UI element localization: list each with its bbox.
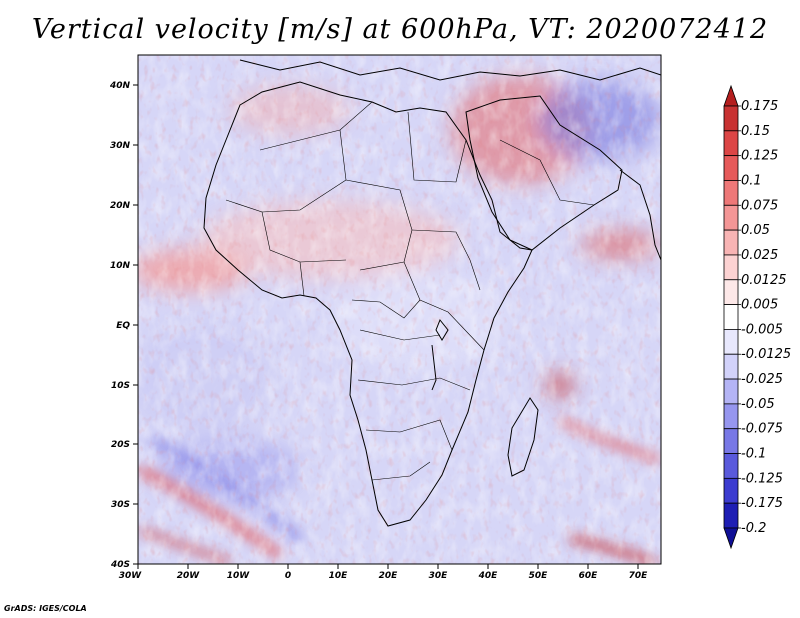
africa-coastline [203, 81, 533, 527]
colorbar-swatch [723, 403, 739, 430]
colorbar-swatch [723, 130, 739, 157]
lat-tick-label: 20N [110, 201, 131, 211]
europe-coastline [239, 59, 661, 81]
india-coastline [619, 169, 661, 261]
colorbar-swatch [723, 428, 739, 454]
colorbar-label: 0.025 [741, 248, 778, 263]
velocity-field [138, 55, 661, 564]
colorbar-label: 0.005 [741, 298, 778, 313]
colorbar-label: -0.025 [741, 372, 783, 387]
lon-tick-label: 20W [177, 571, 201, 581]
colorbar-min-triangle [723, 527, 739, 550]
lat-tick-label: 30N [110, 141, 131, 151]
colorbar-swatch [723, 502, 739, 529]
lat-tick-label: 10N [110, 261, 131, 271]
colorbar: 0.175 0.15 0.125 0.1 0.075 0.05 0.025 0.0125 0.0… [723, 84, 791, 550]
lon-axis [137, 564, 639, 569]
colorbar-swatch [723, 204, 739, 231]
colorbar-label: 0.075 [741, 198, 778, 213]
map-title: Vertical velocity [m/s] at 600hPa, VT: 2… [31, 14, 769, 45]
colorbar-max-triangle [723, 84, 739, 107]
colorbar-label: -0.075 [741, 422, 783, 437]
colorbar-swatch [723, 254, 739, 281]
lat-tick-label: 30S [111, 500, 130, 510]
colorbar-swatch [723, 155, 739, 181]
colorbar-label: -0.05 [741, 397, 775, 412]
colorbar-swatch [723, 329, 739, 355]
lon-tick-label: 10W [227, 571, 251, 581]
colorbar-swatch [723, 353, 739, 380]
colorbar-label: -0.175 [741, 496, 783, 511]
lat-tick-label: 40N [109, 81, 131, 91]
plot-frame [137, 54, 662, 565]
colorbar-label: -0.1 [741, 447, 766, 462]
colorbar-swatch [723, 180, 739, 206]
lon-tick-label: 30E [429, 571, 449, 581]
lon-tick-label: 60E [579, 571, 599, 581]
colorbar-label: -0.125 [741, 471, 783, 486]
lat-tick-label: 10S [111, 381, 130, 391]
colorbar-swatch [723, 477, 739, 504]
colorbar-label: -0.2 [741, 521, 766, 536]
lon-tick-label: 10E [329, 571, 349, 581]
colorbar-label: 0.05 [741, 223, 770, 238]
credit-text: GrADS: IGES/COLA [4, 604, 87, 613]
lat-axis [133, 84, 138, 565]
colorbar-swatch [723, 279, 739, 305]
colorbar-label: 0.15 [741, 124, 770, 139]
colorbar-label: 0.0125 [741, 273, 787, 288]
colorbar-label: 0.125 [741, 149, 778, 164]
colorbar-swatch [723, 229, 739, 256]
lat-tick-label: 20S [111, 440, 130, 450]
colorbar-label: -0.0125 [741, 347, 791, 362]
madagascar-coastline [507, 397, 539, 477]
lon-tick-label: 70E [629, 571, 649, 581]
lat-tick-label: 40S [110, 560, 130, 570]
colorbar-swatch [723, 378, 739, 405]
lon-tick-label: 40E [478, 571, 499, 581]
colorbar-swatch [723, 453, 739, 479]
colorbar-label: 0.1 [741, 173, 762, 188]
colorbar-swatch [723, 105, 739, 132]
colorbar-label: -0.005 [741, 322, 783, 337]
lon-tick-label: 30W [119, 571, 143, 581]
coastlines [203, 59, 661, 527]
colorbar-label: 0.175 [741, 99, 778, 114]
colorbar-swatch [723, 304, 739, 330]
lon-tick-label: 0 [285, 571, 291, 581]
lat-tick-label: EQ [116, 321, 130, 331]
lon-tick-label: 20E [379, 571, 399, 581]
lon-tick-label: 50E [529, 571, 549, 581]
